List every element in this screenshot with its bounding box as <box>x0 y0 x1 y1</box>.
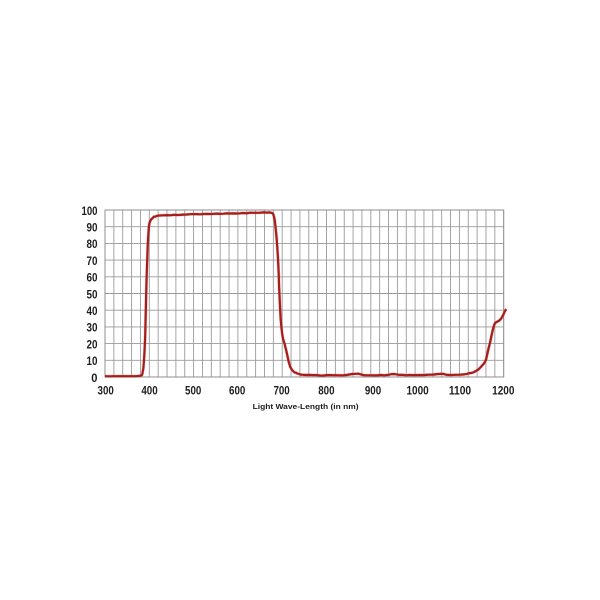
svg-text:50: 50 <box>87 287 98 301</box>
svg-text:Light Wave-Length (in nm): Light Wave-Length (in nm) <box>253 402 360 411</box>
svg-text:10: 10 <box>87 354 98 368</box>
svg-text:700: 700 <box>273 384 290 398</box>
svg-text:900: 900 <box>365 384 382 398</box>
svg-text:90: 90 <box>87 221 98 235</box>
svg-text:20: 20 <box>87 337 98 351</box>
svg-text:0: 0 <box>91 371 97 385</box>
svg-text:70: 70 <box>87 254 98 268</box>
svg-text:300: 300 <box>98 384 115 398</box>
svg-text:80: 80 <box>87 237 98 251</box>
svg-text:1100: 1100 <box>449 384 472 398</box>
svg-text:1200: 1200 <box>492 384 515 398</box>
svg-text:40: 40 <box>87 304 98 318</box>
svg-text:400: 400 <box>141 384 158 398</box>
svg-text:60: 60 <box>87 271 98 285</box>
svg-text:30: 30 <box>87 321 98 335</box>
svg-text:500: 500 <box>185 384 202 398</box>
svg-text:1000: 1000 <box>406 384 429 398</box>
svg-text:100: 100 <box>82 204 98 218</box>
svg-text:800: 800 <box>318 384 335 398</box>
svg-text:600: 600 <box>229 384 246 398</box>
